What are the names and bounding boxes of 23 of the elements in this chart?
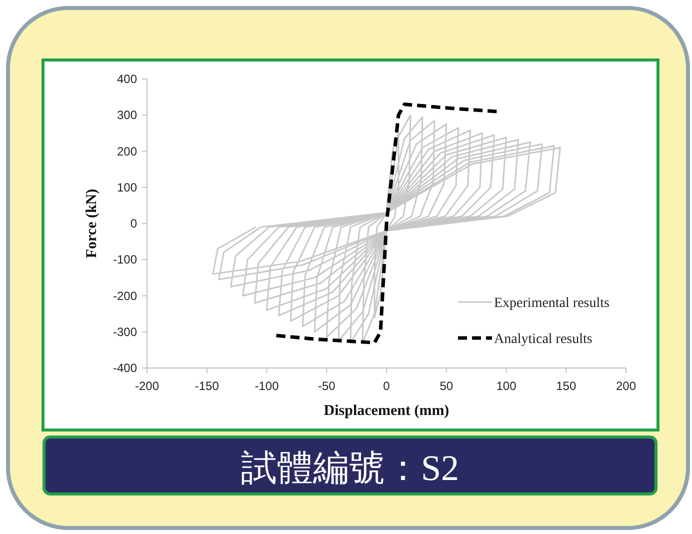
y-tick-label: -200 xyxy=(112,288,138,303)
y-tick-label: 400 xyxy=(116,72,138,86)
text: 試體編號：S2 xyxy=(240,448,460,488)
x-tick-label: 100 xyxy=(496,379,517,393)
y-axis-title: Force (kN) xyxy=(84,188,100,258)
x-axis-title: Displacement (mm) xyxy=(324,403,450,419)
x-tick-label: -100 xyxy=(254,379,280,393)
x-tick-label: 200 xyxy=(616,379,636,393)
y-tick-label: 0 xyxy=(130,216,138,230)
legend-label: Analytical results xyxy=(494,332,592,347)
y-tick-label: -100 xyxy=(112,252,138,267)
y-tick-label: 100 xyxy=(116,180,138,194)
x-tick-label: -50 xyxy=(318,379,336,393)
y-tick-label: -400 xyxy=(112,361,138,375)
y-tick-label: 200 xyxy=(116,144,138,158)
x-tick-label: 150 xyxy=(556,379,576,393)
x-tick-label: -150 xyxy=(194,379,220,393)
x-tick-label: -200 xyxy=(134,379,160,393)
legend-label: Experimental results xyxy=(494,296,610,311)
y-tick-label: -300 xyxy=(112,324,138,339)
y-tick-label: 300 xyxy=(116,108,138,122)
x-tick-label: 0 xyxy=(383,379,390,393)
x-tick-label: 50 xyxy=(440,379,454,393)
